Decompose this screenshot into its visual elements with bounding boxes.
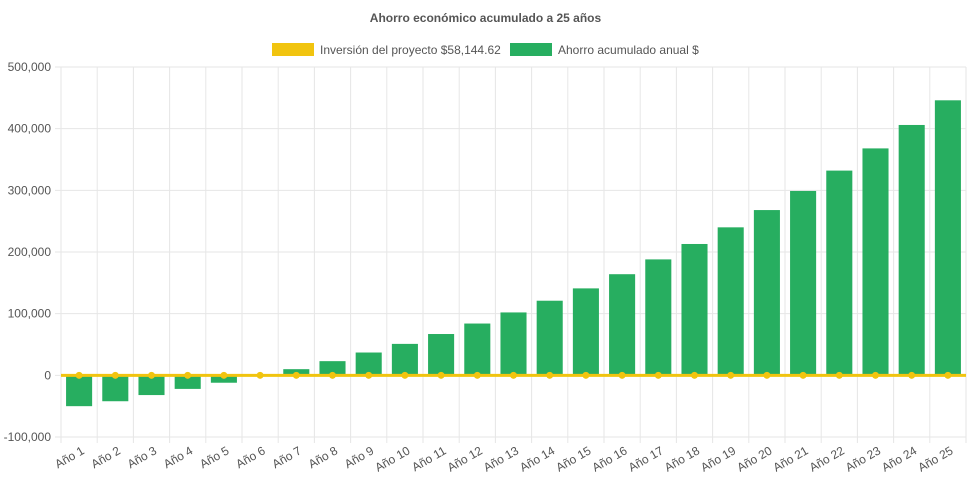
point-inversion[interactable] [908,371,916,379]
x-tick-label: Año 21 [771,443,811,474]
point-inversion[interactable] [546,371,554,379]
x-axis: Año 1 Año 2 Año 3 Año 4 Año 5 Año 6 Año 7 Año 8… [52,443,955,474]
bar-ahorro[interactable] [898,124,925,376]
x-tick-label: Año 20 [734,443,774,474]
x-tick-label: Año 16 [590,443,630,474]
point-inversion[interactable] [799,371,807,379]
x-tick-label: Año 23 [843,443,883,474]
x-tick-label: Año 18 [662,443,702,474]
point-inversion[interactable] [75,371,83,379]
point-inversion[interactable] [763,371,771,379]
bar-ahorro[interactable] [391,343,418,376]
point-inversion[interactable] [437,371,445,379]
point-inversion[interactable] [292,371,300,379]
point-inversion[interactable] [148,371,155,379]
bar-ahorro[interactable] [319,361,346,376]
point-inversion[interactable] [582,371,590,379]
x-tick-label: Año 10 [372,443,412,474]
point-inversion[interactable] [111,371,119,379]
x-tick-label: Año 25 [915,443,955,474]
bar-ahorro[interactable] [66,375,93,407]
x-tick-label: Año 7 [270,443,304,471]
legend-swatch-ahorro [510,43,552,56]
x-tick-label: Año 5 [197,443,231,471]
bar-ahorro[interactable] [210,375,237,383]
bar-ahorro[interactable] [174,375,201,389]
point-inversion[interactable] [256,371,264,379]
x-tick-label: Año 3 [125,443,159,471]
y-tick-label: 100,000 [8,307,52,321]
y-tick-label: 400,000 [8,122,52,136]
bar-ahorro[interactable] [934,100,961,376]
bar-ahorro[interactable] [355,352,382,376]
chart-title: Ahorro económico acumulado a 25 años [370,11,602,25]
point-inversion[interactable] [401,371,409,379]
bar-ahorro[interactable] [102,375,129,402]
x-tick-label: Año 9 [342,443,376,471]
x-tick-label: Año 15 [553,443,593,474]
x-tick-label: Año 22 [807,443,847,474]
bars [66,100,961,407]
legend: Inversión del proyecto $58,144.62 Ahorro… [272,43,699,57]
point-inversion[interactable] [872,371,879,379]
x-tick-label: Año 13 [481,443,521,474]
point-inversion[interactable] [473,371,481,379]
legend-item-ahorro[interactable]: Ahorro acumulado anual $ [510,43,699,57]
bar-ahorro[interactable] [464,323,491,376]
point-inversion[interactable] [618,371,626,379]
bar-ahorro[interactable] [645,259,672,376]
y-tick-label: 300,000 [8,183,52,197]
point-inversion[interactable] [220,371,228,379]
x-tick-label: Año 14 [517,443,557,474]
bar-ahorro[interactable] [790,190,817,376]
point-inversion[interactable] [365,371,373,379]
x-tick-label: Año 1 [52,443,86,471]
bar-ahorro[interactable] [572,288,599,376]
bar-ahorro[interactable] [609,274,636,376]
point-inversion[interactable] [835,371,843,379]
point-inversion[interactable] [944,371,952,379]
legend-label-ahorro: Ahorro acumulado anual $ [558,43,699,57]
bar-ahorro[interactable] [826,170,853,376]
x-tick-label: Año 12 [445,443,485,474]
x-tick-label: Año 11 [409,443,448,474]
y-tick-label: -100,000 [4,430,52,444]
bar-ahorro[interactable] [717,227,744,376]
x-tick-label: Año 24 [879,443,919,474]
bar-ahorro[interactable] [428,334,455,376]
x-tick-label: Año 2 [89,443,123,471]
point-inversion[interactable] [727,371,735,379]
legend-label-inversion: Inversión del proyecto $58,144.62 [320,43,501,57]
legend-item-inversion[interactable]: Inversión del proyecto $58,144.62 [272,43,501,57]
bar-ahorro[interactable] [536,300,563,376]
bar-ahorro[interactable] [138,375,165,396]
x-tick-label: Año 4 [161,443,195,471]
bar-ahorro[interactable] [862,148,889,376]
point-inversion[interactable] [184,371,192,379]
bar-ahorro[interactable] [681,243,708,376]
y-axis: 500,000 400,000 300,000 200,000 100,000 0 -100… [4,60,52,444]
point-inversion[interactable] [510,371,517,379]
point-inversion[interactable] [329,371,336,379]
legend-swatch-inversion [272,43,314,56]
y-tick-label: 0 [44,368,51,382]
point-inversion[interactable] [654,371,662,379]
x-tick-label: Año 19 [698,443,738,474]
bar-ahorro[interactable] [500,312,527,376]
investment-line [61,371,966,379]
bar-ahorro[interactable] [753,210,780,376]
y-tick-label: 200,000 [8,245,52,259]
y-tick-label: 500,000 [8,60,52,74]
x-tick-label: Año 8 [306,443,340,471]
point-inversion[interactable] [691,371,698,379]
x-tick-label: Año 17 [626,443,666,474]
x-tick-label: Año 6 [233,443,267,471]
